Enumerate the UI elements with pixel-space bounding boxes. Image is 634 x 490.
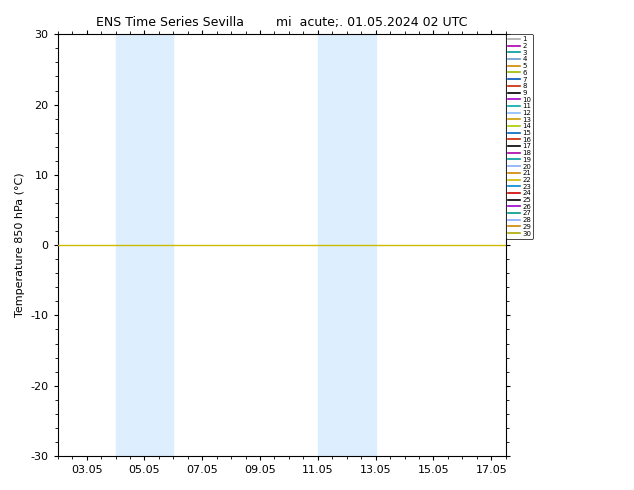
Title: ENS Time Series Sevilla        mi  acute;. 01.05.2024 02 UTC: ENS Time Series Sevilla mi acute;. 01.05… [96, 16, 467, 29]
Bar [318, 34, 347, 456]
Legend: 1, 2, 3, 4, 5, 6, 7, 8, 9, 10, 11, 12, 13, 14, 15, 16, 17, 18, 19, 20, 21, 22, 2: 1, 2, 3, 4, 5, 6, 7, 8, 9, 10, 11, 12, 1… [506, 34, 533, 239]
Bar [145, 34, 173, 456]
Bar [115, 34, 145, 456]
Y-axis label: Temperature 850 hPa (°C): Temperature 850 hPa (°C) [15, 173, 25, 318]
Bar [347, 34, 375, 456]
